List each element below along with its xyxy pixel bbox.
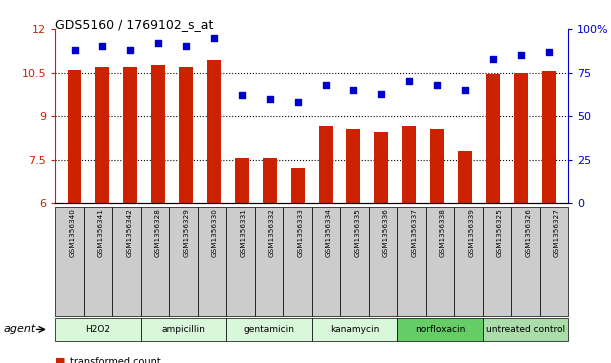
- Bar: [179, 67, 193, 203]
- Text: GSM1356328: GSM1356328: [155, 208, 161, 257]
- Text: GSM1356332: GSM1356332: [269, 208, 275, 257]
- Point: [209, 35, 219, 41]
- Bar: [346, 129, 360, 203]
- Text: transformed count: transformed count: [70, 356, 161, 363]
- Text: GSM1356339: GSM1356339: [469, 208, 474, 257]
- Text: GSM1356335: GSM1356335: [354, 208, 360, 257]
- Text: GSM1356342: GSM1356342: [126, 208, 132, 257]
- Point: [321, 82, 331, 88]
- Text: GSM1356340: GSM1356340: [69, 208, 75, 257]
- Point: [516, 52, 525, 58]
- Text: GSM1356337: GSM1356337: [411, 208, 417, 257]
- Bar: [375, 132, 389, 203]
- Point: [460, 87, 470, 93]
- Point: [348, 87, 358, 93]
- Text: GSM1356336: GSM1356336: [383, 208, 389, 257]
- Text: agent: agent: [3, 325, 35, 334]
- Text: GSM1356333: GSM1356333: [298, 208, 303, 257]
- Bar: [235, 158, 249, 203]
- Text: GSM1356329: GSM1356329: [183, 208, 189, 257]
- Bar: [514, 73, 528, 203]
- Text: GSM1356330: GSM1356330: [212, 208, 218, 257]
- Text: GSM1356326: GSM1356326: [525, 208, 532, 257]
- Bar: [430, 129, 444, 203]
- Text: GSM1356338: GSM1356338: [440, 208, 446, 257]
- Text: gentamicin: gentamicin: [243, 325, 295, 334]
- Point: [70, 47, 79, 53]
- Text: GSM1356331: GSM1356331: [240, 208, 246, 257]
- Text: GDS5160 / 1769102_s_at: GDS5160 / 1769102_s_at: [55, 18, 213, 31]
- Point: [98, 44, 108, 49]
- Point: [544, 49, 554, 54]
- Text: GSM1356327: GSM1356327: [554, 208, 560, 257]
- Text: ampicillin: ampicillin: [161, 325, 205, 334]
- Text: GSM1356341: GSM1356341: [98, 208, 104, 257]
- Bar: [123, 67, 137, 203]
- Bar: [486, 74, 500, 203]
- Bar: [458, 151, 472, 203]
- Point: [181, 44, 191, 49]
- Point: [376, 91, 386, 97]
- Text: norfloxacin: norfloxacin: [415, 325, 465, 334]
- Text: ■: ■: [55, 356, 65, 363]
- Text: kanamycin: kanamycin: [330, 325, 379, 334]
- Bar: [152, 65, 165, 203]
- Text: GSM1356334: GSM1356334: [326, 208, 332, 257]
- Point: [153, 40, 163, 46]
- Bar: [95, 67, 109, 203]
- Point: [404, 78, 414, 84]
- Point: [265, 96, 275, 102]
- Point: [293, 99, 302, 105]
- Bar: [207, 60, 221, 203]
- Bar: [291, 168, 305, 203]
- Bar: [542, 71, 555, 203]
- Text: untreated control: untreated control: [486, 325, 565, 334]
- Bar: [402, 126, 416, 203]
- Text: H2O2: H2O2: [86, 325, 110, 334]
- Bar: [318, 126, 332, 203]
- Bar: [263, 158, 277, 203]
- Bar: [68, 70, 81, 203]
- Text: GSM1356325: GSM1356325: [497, 208, 503, 257]
- Point: [237, 92, 247, 98]
- Point: [432, 82, 442, 88]
- Point: [488, 56, 498, 62]
- Point: [125, 47, 135, 53]
